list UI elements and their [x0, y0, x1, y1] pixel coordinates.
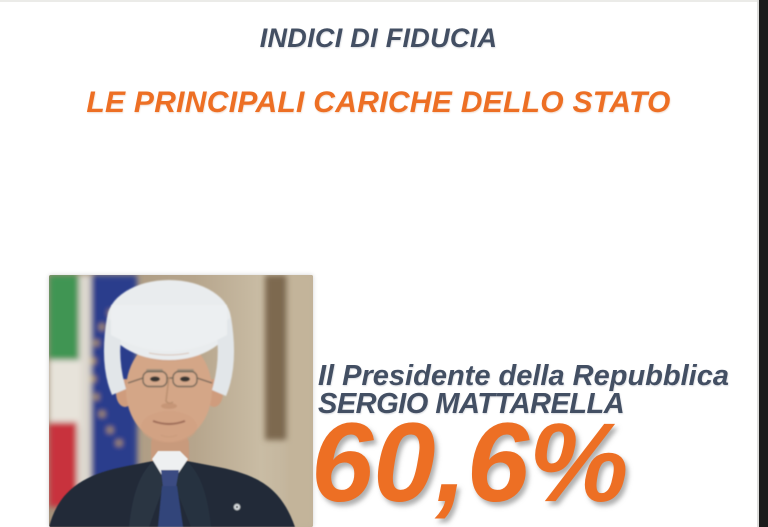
office-label: Il Presidente della Repubblica [318, 360, 729, 392]
confidence-percentage: 60,6% [311, 400, 629, 525]
slide-subtitle: LE PRINCIPALI CARICHE DELLO STATO [86, 86, 671, 119]
slide-title: INDICI DI FIDUCIA [259, 23, 498, 53]
president-photo [49, 275, 313, 527]
right-edge-bar [759, 0, 768, 527]
top-border-line [0, 0, 768, 2]
right-edge-gap-line [757, 0, 759, 527]
person-name: SERGIO MATTARELLA [318, 388, 625, 420]
president-suit [49, 451, 295, 527]
president-photo-illustration [49, 275, 313, 527]
